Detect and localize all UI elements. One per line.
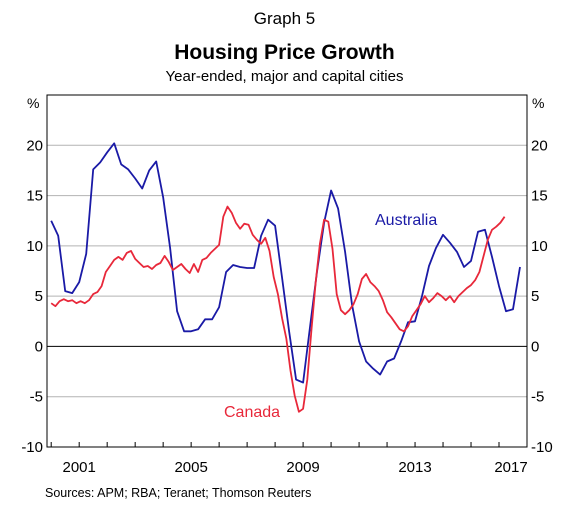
- x-tick-label: 2013: [398, 459, 431, 476]
- series-labels: Australia Canada: [224, 212, 437, 421]
- y-tick-label-left: 5: [35, 288, 43, 305]
- chart-subtitle: Year-ended, major and capital cities: [166, 68, 404, 85]
- gridlines: [47, 144, 527, 398]
- y-tick-label-left: 15: [26, 188, 43, 205]
- y-tick-label-right: 0: [531, 338, 539, 355]
- series-lines: [50, 142, 521, 413]
- y-tick-label-right: -5: [531, 389, 544, 406]
- y-tick-label-left: 20: [26, 137, 43, 154]
- series-label-canada: Canada: [224, 404, 280, 421]
- plot-frame: [46, 94, 528, 448]
- y-tick-labels: -10 -10 -5 -5 0 0 5 5 10 10 15 15 20 20: [21, 137, 552, 456]
- source-note: Sources: APM; RBA; Teranet; Thomson Reut…: [45, 486, 311, 500]
- chart-title: Housing Price Growth: [174, 41, 395, 64]
- y-tick-label-left: 0: [35, 338, 43, 355]
- y-unit-right: %: [532, 95, 544, 111]
- series-label-australia: Australia: [375, 212, 437, 229]
- y-tick-label-left: -5: [30, 389, 43, 406]
- series-line-canada: [50, 205, 506, 413]
- x-tick-label: 2001: [62, 459, 95, 476]
- x-tick-labels: 2001 2005 2009 2013 2017: [62, 459, 527, 476]
- y-tick-label-left: -10: [21, 439, 43, 456]
- x-tick-marks: [50, 442, 500, 447]
- x-tick-label: 2017: [494, 459, 527, 476]
- graph-number: Graph 5: [254, 9, 315, 28]
- y-tick-label-right: 5: [531, 288, 539, 305]
- y-tick-label-right: 20: [531, 137, 548, 154]
- y-tick-label-left: 10: [26, 238, 43, 255]
- y-tick-label-right: 15: [531, 188, 548, 205]
- y-unit-left: %: [27, 95, 39, 111]
- y-tick-label-right: 10: [531, 238, 548, 255]
- x-tick-label: 2009: [286, 459, 319, 476]
- y-tick-label-right: -10: [531, 439, 553, 456]
- series-line-australia: [50, 142, 521, 384]
- x-tick-label: 2005: [174, 459, 207, 476]
